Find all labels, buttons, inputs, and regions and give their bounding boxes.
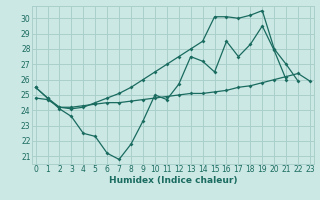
X-axis label: Humidex (Indice chaleur): Humidex (Indice chaleur) [108, 176, 237, 185]
